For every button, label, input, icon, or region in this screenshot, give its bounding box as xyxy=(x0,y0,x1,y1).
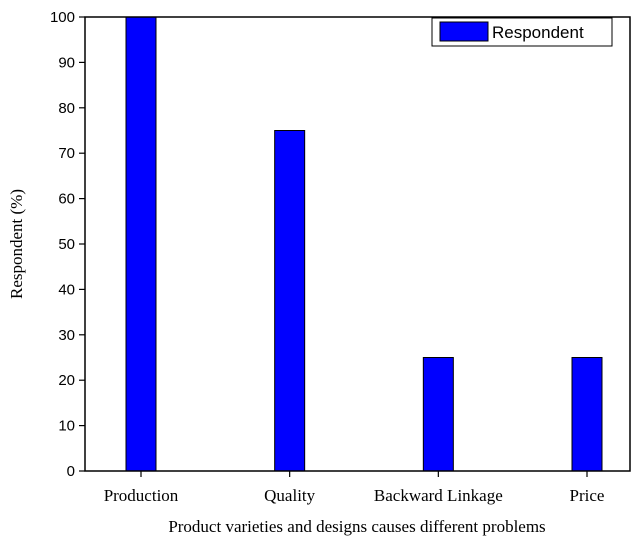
x-tick-label: Quality xyxy=(264,486,315,505)
legend-label: Respondent xyxy=(492,23,584,42)
y-axis-ticks: 0 10 20 30 40 50 60 70 80 90 100 xyxy=(50,9,85,480)
y-tick-label: 90 xyxy=(58,54,75,71)
bars-group xyxy=(125,16,603,472)
y-axis-title: Respondent (%) xyxy=(7,189,26,299)
x-tick-label: Production xyxy=(104,486,179,505)
y-tick-label: 20 xyxy=(58,372,75,389)
x-tick-label: Backward Linkage xyxy=(374,486,503,505)
y-tick-label: 10 xyxy=(58,418,75,435)
bar-quality xyxy=(274,130,306,472)
y-tick-label: 50 xyxy=(58,236,75,253)
y-tick-label: 0 xyxy=(67,463,75,480)
legend: Respondent xyxy=(431,17,613,47)
bar-backward-linkage xyxy=(422,357,454,472)
x-axis-ticks: Production Quality Backward Linkage Price xyxy=(104,471,605,505)
plot-frame xyxy=(84,16,631,472)
x-tick-label: Price xyxy=(570,486,605,505)
y-tick-label: 70 xyxy=(58,145,75,162)
bar-price xyxy=(571,357,603,472)
y-tick-label: 40 xyxy=(58,281,75,298)
x-axis-title: Product varieties and designs causes dif… xyxy=(168,517,545,536)
y-tick-label: 80 xyxy=(58,100,75,117)
y-tick-label: 60 xyxy=(58,191,75,208)
y-tick-label: 30 xyxy=(58,327,75,344)
legend-swatch xyxy=(439,21,489,42)
y-tick-label: 100 xyxy=(50,9,75,26)
bar-production xyxy=(125,16,157,472)
